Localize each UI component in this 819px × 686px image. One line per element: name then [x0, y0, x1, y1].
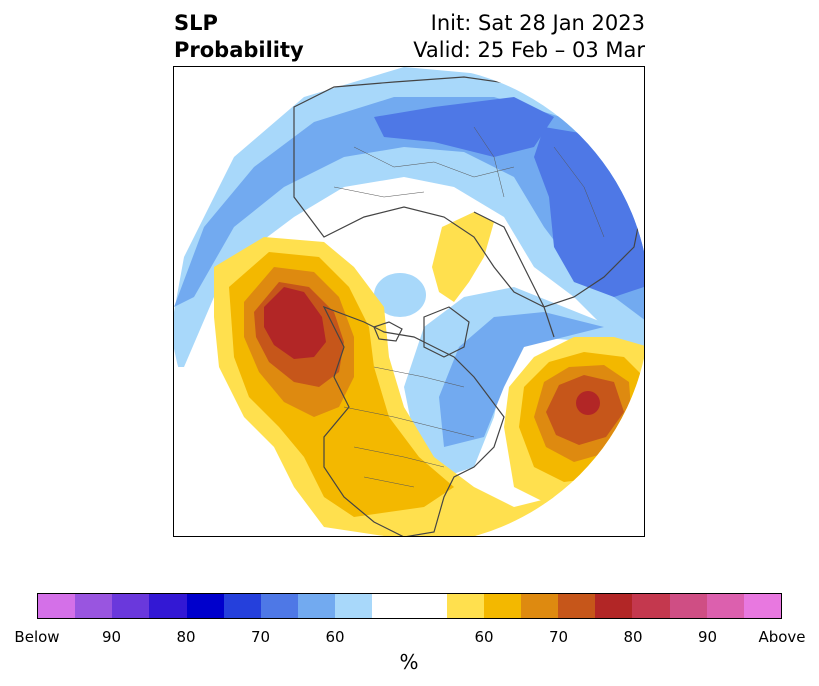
colorbar-segment: [706, 594, 744, 618]
colorbar-segment: [372, 594, 447, 618]
below-80-band-north: [374, 97, 554, 157]
country-borders: [333, 126, 605, 488]
colorbar-segment: [112, 594, 150, 618]
above-95-pacific: [264, 287, 326, 359]
colorbar-segment: [260, 594, 299, 618]
colorbar-segment: [298, 594, 336, 618]
europe-coast: [473, 211, 555, 338]
map-title: SLP Probability: [174, 10, 304, 64]
colorbar-segment: [446, 594, 484, 618]
eurasia-coast: [293, 76, 644, 308]
colorbar-segment: [521, 594, 559, 618]
colorbar-segment: [743, 594, 782, 618]
colorbar-unit-label: %: [399, 650, 419, 674]
probability-colorbar: [37, 593, 782, 619]
colorbar-tick-label: 60: [325, 628, 345, 646]
colorbar-segment: [632, 594, 670, 618]
colorbar-tick-label: 60: [474, 628, 494, 646]
colorbar-tick-label: 80: [623, 628, 643, 646]
arctic-islands: [373, 321, 403, 342]
probability-map: [173, 66, 645, 537]
title-line-variable: SLP: [174, 11, 218, 35]
valid-date-label: Valid: 25 Feb – 03 Mar: [413, 38, 645, 62]
colorbar-segment: [483, 594, 522, 618]
colorbar-tick-label: 70: [250, 628, 271, 646]
colorbar-tick-label: 70: [548, 628, 569, 646]
above-95-atlantic: [576, 391, 600, 415]
greenland-coast: [423, 306, 470, 358]
colorbar-segment: [335, 594, 373, 618]
init-date-label: Init: Sat 28 Jan 2023: [430, 11, 645, 35]
colorbar-segment: [186, 594, 224, 618]
colorbar-segment: [669, 594, 707, 618]
colorbar-tick-label: Below: [14, 628, 60, 646]
above-60-scandinavia: [432, 212, 494, 302]
colorbar-segment: [558, 594, 596, 618]
below-70-tongue-atlantic: [439, 312, 604, 447]
colorbar-segment: [223, 594, 261, 618]
colorbar-tick-label: 80: [176, 628, 196, 646]
colorbar-tick-label: 90: [101, 628, 122, 646]
below-60-polar-blob: [374, 273, 426, 317]
north-america-coast: [322, 305, 505, 536]
colorbar-tick-label: 90: [697, 628, 718, 646]
colorbar-segment: [75, 594, 113, 618]
colorbar-segment: [595, 594, 633, 618]
colorbar-segment: [149, 594, 187, 618]
colorbar-segment: [38, 594, 76, 618]
colorbar-tick-label: Above: [758, 628, 806, 646]
map-canvas: [174, 67, 644, 536]
land-outlines: [293, 76, 644, 536]
map-dates: Init: Sat 28 Jan 2023 Valid: 25 Feb – 03…: [413, 10, 645, 64]
title-line-product: Probability: [174, 38, 304, 62]
